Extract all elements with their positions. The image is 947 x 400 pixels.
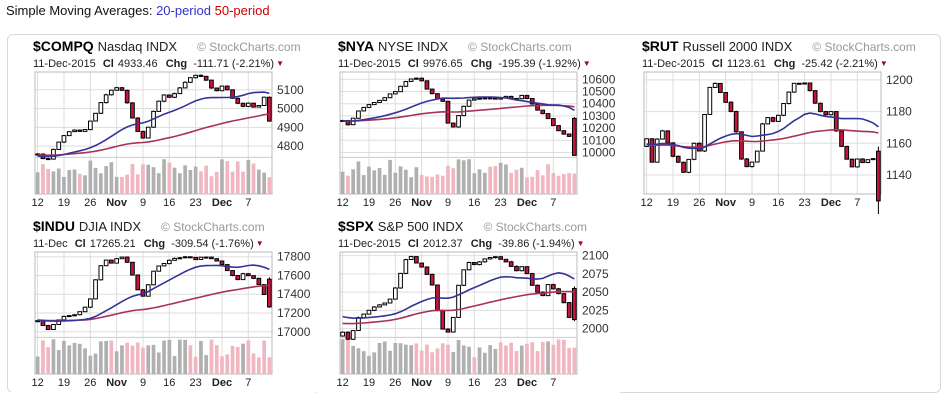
- svg-text:12: 12: [640, 197, 652, 209]
- svg-text:Nov: Nov: [715, 197, 737, 209]
- svg-text:16: 16: [163, 377, 175, 389]
- svg-text:7: 7: [550, 197, 556, 209]
- svg-text:10300: 10300: [582, 109, 616, 123]
- svg-text:12: 12: [336, 197, 348, 209]
- svg-text:9: 9: [140, 377, 146, 389]
- svg-text:12: 12: [31, 377, 43, 389]
- svg-text:4800: 4800: [277, 139, 304, 153]
- svg-text:1160: 1160: [886, 136, 912, 150]
- svg-text:2025: 2025: [582, 303, 609, 317]
- svg-text:10000: 10000: [582, 146, 616, 160]
- svg-text:Dec: Dec: [517, 197, 537, 209]
- svg-text:Dec: Dec: [212, 377, 232, 389]
- svg-text:Nov: Nov: [106, 377, 128, 389]
- svg-text:1140: 1140: [886, 168, 912, 182]
- svg-text:26: 26: [389, 197, 401, 209]
- svg-text:9: 9: [140, 197, 146, 209]
- svg-text:16: 16: [468, 377, 480, 389]
- svg-text:17200: 17200: [277, 306, 311, 320]
- svg-text:2050: 2050: [582, 285, 609, 299]
- svg-text:19: 19: [363, 197, 375, 209]
- svg-text:19: 19: [58, 377, 70, 389]
- svg-text:1200: 1200: [886, 73, 913, 87]
- svg-text:Nov: Nov: [106, 197, 128, 209]
- svg-text:17800: 17800: [277, 250, 311, 264]
- svg-text:12: 12: [336, 377, 348, 389]
- svg-text:Nov: Nov: [411, 197, 433, 209]
- svg-text:Nov: Nov: [411, 377, 433, 389]
- svg-text:12: 12: [31, 197, 43, 209]
- svg-text:19: 19: [667, 197, 679, 209]
- svg-text:7: 7: [245, 377, 251, 389]
- svg-text:23: 23: [189, 377, 201, 389]
- svg-text:17400: 17400: [277, 287, 311, 301]
- svg-text:26: 26: [84, 197, 96, 209]
- svg-text:10400: 10400: [582, 97, 616, 111]
- svg-text:23: 23: [494, 377, 506, 389]
- svg-text:7: 7: [550, 377, 556, 389]
- svg-text:2000: 2000: [582, 322, 609, 336]
- svg-text:26: 26: [693, 197, 705, 209]
- svg-text:2075: 2075: [582, 267, 609, 281]
- svg-text:Dec: Dec: [212, 197, 232, 209]
- svg-text:16: 16: [772, 197, 784, 209]
- svg-text:5000: 5000: [277, 102, 304, 116]
- svg-text:9: 9: [445, 377, 451, 389]
- svg-text:17000: 17000: [277, 325, 311, 339]
- svg-text:4900: 4900: [277, 120, 304, 134]
- svg-text:10600: 10600: [582, 72, 616, 86]
- svg-text:10500: 10500: [582, 85, 616, 99]
- svg-text:1180: 1180: [886, 105, 912, 119]
- svg-text:2100: 2100: [582, 250, 609, 263]
- svg-text:23: 23: [798, 197, 810, 209]
- svg-text:9: 9: [749, 197, 755, 209]
- svg-text:7: 7: [245, 197, 251, 209]
- svg-text:23: 23: [189, 197, 201, 209]
- svg-text:26: 26: [84, 377, 96, 389]
- svg-text:Dec: Dec: [821, 197, 841, 209]
- svg-text:19: 19: [363, 377, 375, 389]
- svg-text:19: 19: [58, 197, 70, 209]
- svg-text:26: 26: [389, 377, 401, 389]
- svg-text:5100: 5100: [277, 83, 304, 97]
- svg-text:16: 16: [163, 197, 175, 209]
- svg-text:10200: 10200: [582, 121, 616, 135]
- svg-text:Dec: Dec: [517, 377, 537, 389]
- svg-text:23: 23: [494, 197, 506, 209]
- svg-text:16: 16: [468, 197, 480, 209]
- svg-text:9: 9: [445, 197, 451, 209]
- svg-text:7: 7: [854, 197, 860, 209]
- svg-text:10100: 10100: [582, 133, 616, 147]
- svg-text:17600: 17600: [277, 269, 311, 283]
